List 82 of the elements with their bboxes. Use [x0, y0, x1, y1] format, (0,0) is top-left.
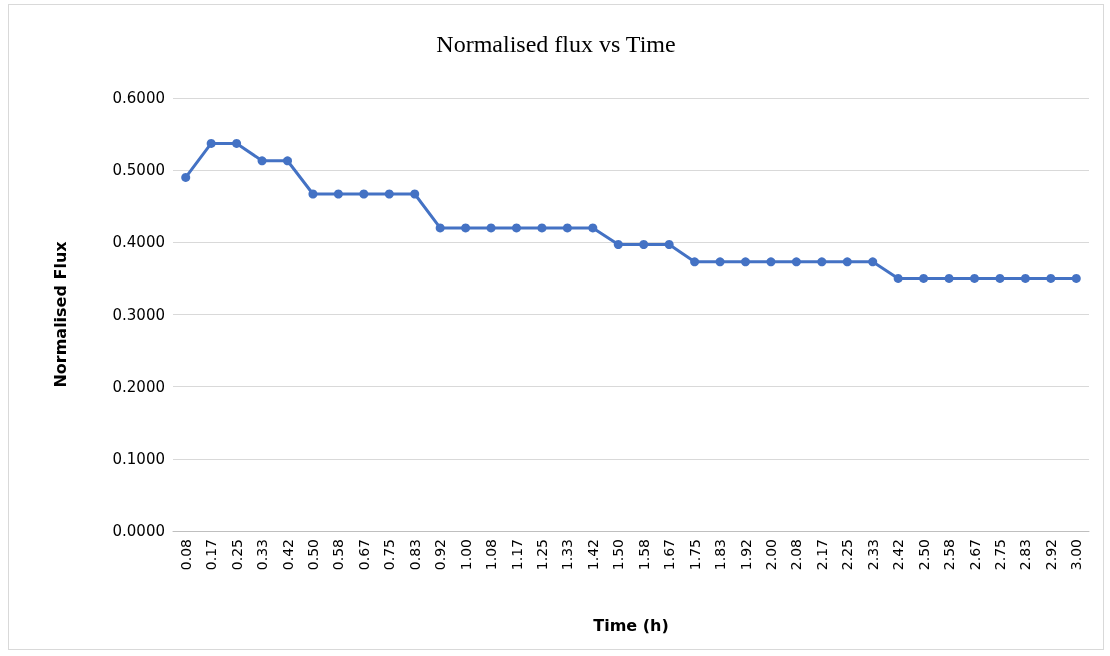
x-tick-label: 1.50 [610, 539, 627, 571]
point [868, 257, 878, 267]
point [690, 257, 700, 267]
point [664, 240, 674, 249]
x-tick-label: 1.42 [584, 539, 601, 571]
x-tick-label: 1.08 [483, 539, 500, 571]
x-tick-label: 0.50 [304, 539, 321, 571]
point [486, 223, 496, 233]
y-tick-label: 0.0000 [112, 522, 165, 540]
point [766, 257, 776, 267]
point [283, 156, 292, 166]
point [613, 240, 623, 249]
x-tick-label: 2.50 [915, 539, 932, 571]
point [1020, 273, 1030, 283]
y-tick-label: 0.1000 [112, 449, 165, 468]
x-tick-label: 0.25 [228, 539, 245, 571]
x-tick-label: 2.08 [788, 539, 805, 571]
x-tick-label: 1.33 [559, 539, 576, 571]
x-tick-label: 2.67 [966, 539, 983, 571]
x-tick-label: 0.08 [177, 539, 194, 571]
x-tick-label: 0.42 [279, 539, 296, 571]
chart-title: Normalised flux vs Time [436, 31, 676, 57]
x-axis-title: Time (h) [593, 615, 669, 635]
x-tick-label: 2.33 [864, 539, 881, 571]
point [1046, 273, 1056, 283]
y-tick-label: 0.6000 [112, 89, 165, 107]
x-tick-label: 1.83 [712, 539, 729, 571]
x-tick-label: 0.33 [254, 539, 271, 571]
x-tick-label: 1.00 [457, 539, 474, 571]
y-tick-label: 0.5000 [112, 161, 165, 180]
x-tick-label: 3.00 [1068, 539, 1085, 571]
point [588, 223, 598, 233]
point [308, 189, 318, 199]
x-tick-label: 2.17 [813, 539, 830, 571]
point [944, 273, 954, 283]
point [919, 273, 929, 283]
point [970, 273, 979, 283]
point [715, 257, 725, 267]
point [206, 138, 216, 148]
x-tick-label: 2.75 [991, 539, 1008, 571]
y-axis-title: Normalised Flux [50, 240, 70, 388]
point [842, 257, 852, 267]
point [893, 273, 903, 283]
point [512, 223, 521, 233]
point [359, 189, 369, 199]
point [461, 223, 471, 233]
x-tick-label: 2.92 [1042, 539, 1059, 571]
y-tick-label: 0.3000 [112, 305, 165, 324]
x-tick-label: 0.67 [355, 539, 372, 571]
x-tick-label: 1.58 [635, 539, 652, 571]
point [333, 189, 343, 199]
point [741, 257, 750, 267]
point [1071, 273, 1081, 283]
x-tick-label: 1.75 [686, 539, 703, 571]
y-tick-label: 0.2000 [112, 377, 165, 396]
x-tick-label: 0.58 [330, 539, 347, 571]
x-tick-label: 2.42 [890, 539, 907, 571]
x-tick-label: 0.17 [203, 539, 220, 571]
point [257, 156, 267, 166]
point [232, 138, 242, 148]
x-tick-label: 1.92 [737, 539, 754, 571]
y-tick-label: 0.4000 [112, 233, 165, 252]
x-tick-label: 0.75 [381, 539, 398, 571]
x-tick-label: 2.58 [941, 539, 958, 571]
point [817, 257, 827, 267]
point [791, 257, 801, 267]
point [562, 223, 572, 233]
x-tick-label: 0.92 [432, 539, 449, 571]
point [639, 240, 649, 249]
x-tick-label: 1.25 [533, 539, 550, 571]
point [537, 223, 547, 233]
point [181, 172, 191, 182]
point [410, 189, 420, 199]
x-tick-label: 2.25 [839, 539, 856, 571]
x-tick-label: 2.00 [762, 539, 779, 571]
point [435, 223, 445, 233]
x-tick-label: 1.17 [508, 539, 525, 571]
point [384, 189, 394, 199]
x-tick-label: 2.83 [1017, 539, 1034, 571]
x-tick-label: 0.83 [406, 539, 423, 571]
point [995, 273, 1005, 283]
x-tick-label: 1.67 [661, 539, 678, 571]
